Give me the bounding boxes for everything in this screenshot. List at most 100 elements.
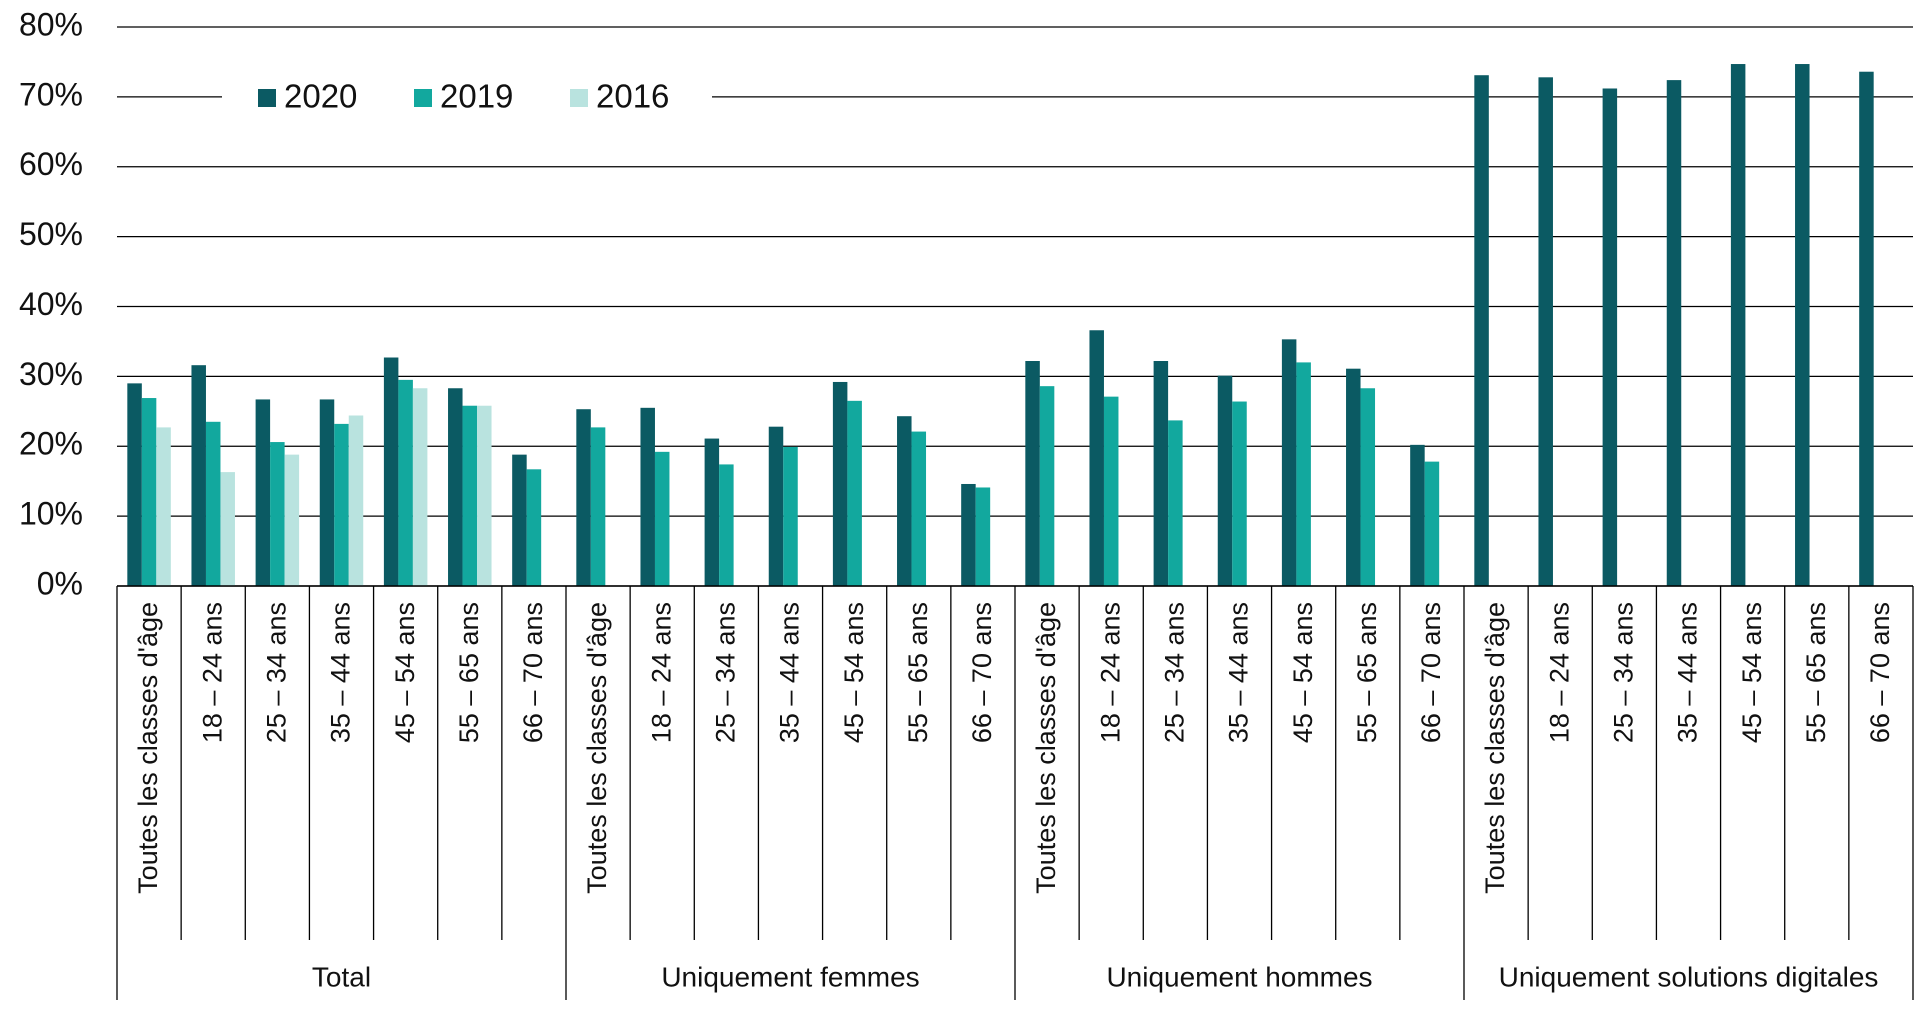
bar — [1410, 444, 1425, 586]
bar — [975, 487, 991, 586]
bar — [1666, 80, 1682, 586]
bar — [255, 399, 271, 586]
bar — [576, 409, 591, 586]
bar — [847, 400, 862, 586]
bar — [512, 454, 527, 586]
bar — [1602, 88, 1618, 587]
y-tick-label: 50% — [19, 216, 83, 252]
x-tick-label: 66 – 70 ans — [518, 602, 548, 743]
x-tick-label: Toutes les classes d'âge — [582, 602, 612, 894]
y-tick-label: 40% — [19, 286, 83, 322]
legend-label: 2019 — [440, 78, 513, 115]
bar — [768, 426, 784, 586]
bar — [1217, 375, 1233, 586]
bar — [1103, 396, 1119, 586]
bar — [1538, 77, 1553, 586]
x-tick-label: 55 – 65 ans — [1352, 602, 1382, 743]
y-tick-label: 70% — [19, 76, 83, 112]
bar — [1360, 388, 1376, 586]
x-tick-label: Toutes les classes d'âge — [1480, 602, 1510, 894]
bar — [205, 421, 221, 586]
bar — [220, 472, 235, 586]
bar — [477, 405, 492, 586]
bar — [961, 483, 976, 586]
x-tick-label: 35 – 44 ans — [1673, 602, 1703, 743]
legend-label: 2016 — [596, 78, 669, 115]
bar — [590, 427, 606, 586]
bar — [1039, 386, 1055, 586]
x-tick-label: 66 – 70 ans — [1865, 602, 1895, 743]
x-tick-label: 66 – 70 ans — [1416, 602, 1446, 743]
bar — [654, 451, 670, 586]
x-tick-label: 55 – 65 ans — [1801, 602, 1831, 743]
bar — [462, 405, 478, 586]
bar — [1025, 361, 1040, 586]
bar — [448, 388, 463, 586]
x-tick-label: 45 – 54 ans — [390, 602, 420, 743]
legend-background — [222, 70, 712, 126]
bar — [1281, 339, 1297, 586]
y-tick-label: 20% — [19, 426, 83, 462]
x-tick-label: 35 – 44 ans — [775, 602, 805, 743]
bar — [141, 398, 157, 586]
x-tick-label: 25 – 34 ans — [710, 602, 740, 743]
legend-swatch — [414, 89, 432, 107]
x-tick-label: Toutes les classes d'âge — [133, 602, 163, 894]
bar — [640, 407, 655, 586]
x-tick-label: 45 – 54 ans — [1288, 602, 1318, 743]
bar — [398, 379, 413, 586]
bar — [1168, 420, 1183, 586]
bar — [1730, 64, 1746, 586]
y-tick-label: 10% — [19, 496, 83, 532]
bar — [526, 469, 542, 586]
group-label: Uniquement hommes — [1106, 961, 1372, 992]
x-tick-label: 18 – 24 ans — [1095, 602, 1125, 743]
x-tick-label: Toutes les classes d'âge — [1031, 602, 1061, 894]
bar — [704, 438, 720, 586]
y-tick-label: 0% — [37, 565, 83, 601]
x-tick-label: 18 – 24 ans — [1544, 602, 1574, 743]
x-tick-label: 35 – 44 ans — [1224, 602, 1254, 743]
group-label: Uniquement femmes — [661, 961, 919, 992]
bar — [1089, 330, 1104, 586]
bar — [319, 399, 335, 586]
x-tick-label: 25 – 34 ans — [1159, 602, 1189, 743]
bar — [719, 464, 734, 586]
bar — [783, 446, 798, 586]
x-tick-label: 35 – 44 ans — [326, 602, 356, 743]
group-label: Total — [312, 961, 371, 992]
y-tick-label: 60% — [19, 146, 83, 182]
bar — [1474, 75, 1489, 587]
x-tick-label: 66 – 70 ans — [967, 602, 997, 743]
bar — [383, 357, 399, 586]
legend-label: 2020 — [284, 78, 357, 115]
x-tick-label: 25 – 34 ans — [1608, 602, 1638, 743]
x-tick-label: 45 – 54 ans — [839, 602, 869, 743]
bar — [348, 415, 364, 586]
bar — [191, 365, 206, 586]
x-tick-label: 18 – 24 ans — [646, 602, 676, 743]
bar — [156, 427, 171, 586]
bar — [284, 454, 300, 586]
x-tick-label: 55 – 65 ans — [903, 602, 933, 743]
bar — [334, 423, 349, 586]
bar — [1153, 361, 1169, 586]
bar — [911, 431, 927, 586]
bar — [897, 416, 912, 586]
bar — [270, 442, 285, 586]
bar — [832, 381, 848, 586]
bar — [1859, 71, 1874, 587]
group-label: Uniquement solutions digitales — [1499, 961, 1879, 992]
bar — [1424, 461, 1440, 586]
bar — [127, 383, 142, 586]
x-tick-label: 55 – 65 ans — [454, 602, 484, 743]
bar — [1346, 368, 1361, 586]
x-tick-label: 25 – 34 ans — [261, 602, 291, 743]
y-tick-label: 30% — [19, 356, 83, 392]
bar — [1296, 362, 1311, 586]
x-tick-label: 45 – 54 ans — [1737, 602, 1767, 743]
bar — [1232, 401, 1247, 586]
y-tick-label: 80% — [19, 6, 83, 42]
legend-swatch — [258, 89, 276, 107]
